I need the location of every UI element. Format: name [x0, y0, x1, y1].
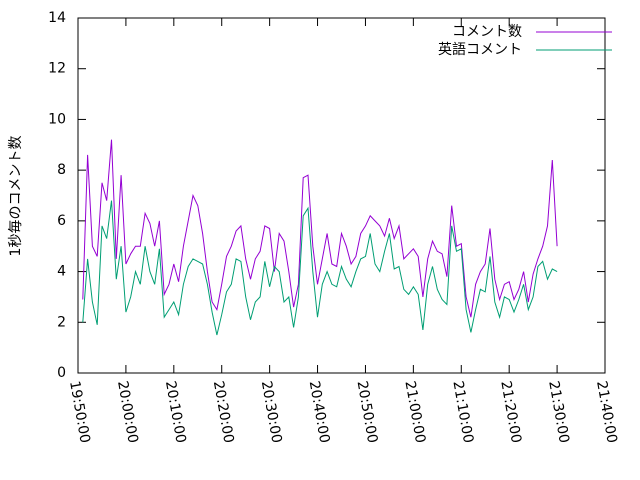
x-tick-label: 21:30:00	[545, 380, 572, 445]
x-tick-label: 20:00:00	[114, 380, 141, 445]
y-tick-label: 10	[48, 111, 66, 127]
x-tick-label: 20:20:00	[210, 380, 237, 445]
y-tick-label: 8	[57, 162, 66, 178]
series-line	[82, 200, 558, 336]
x-tick-label: 21:40:00	[593, 380, 620, 445]
y-tick-label: 6	[57, 213, 66, 229]
plot-frame	[77, 17, 606, 374]
legend-label: コメント数	[452, 24, 522, 40]
series-line	[82, 139, 558, 318]
x-tick-label: 21:10:00	[449, 380, 476, 445]
x-tick-label: 19:50:00	[66, 380, 93, 445]
y-axis-label: 1秒毎のコメント数	[8, 136, 24, 257]
x-tick-label: 20:40:00	[306, 380, 333, 445]
y-tick-label: 0	[57, 365, 66, 381]
y-tick-label: 4	[57, 264, 66, 280]
x-tick-label: 20:30:00	[258, 380, 285, 445]
x-tick-label: 21:00:00	[401, 380, 428, 445]
legend-label: 英語コメント	[438, 41, 522, 58]
y-tick-label: 2	[57, 314, 66, 330]
x-tick-label: 20:10:00	[162, 380, 189, 445]
x-tick-label: 21:20:00	[497, 380, 524, 445]
y-tick-label: 14	[48, 10, 66, 26]
y-tick-label: 12	[48, 61, 66, 77]
x-tick-label: 20:50:00	[354, 380, 381, 445]
